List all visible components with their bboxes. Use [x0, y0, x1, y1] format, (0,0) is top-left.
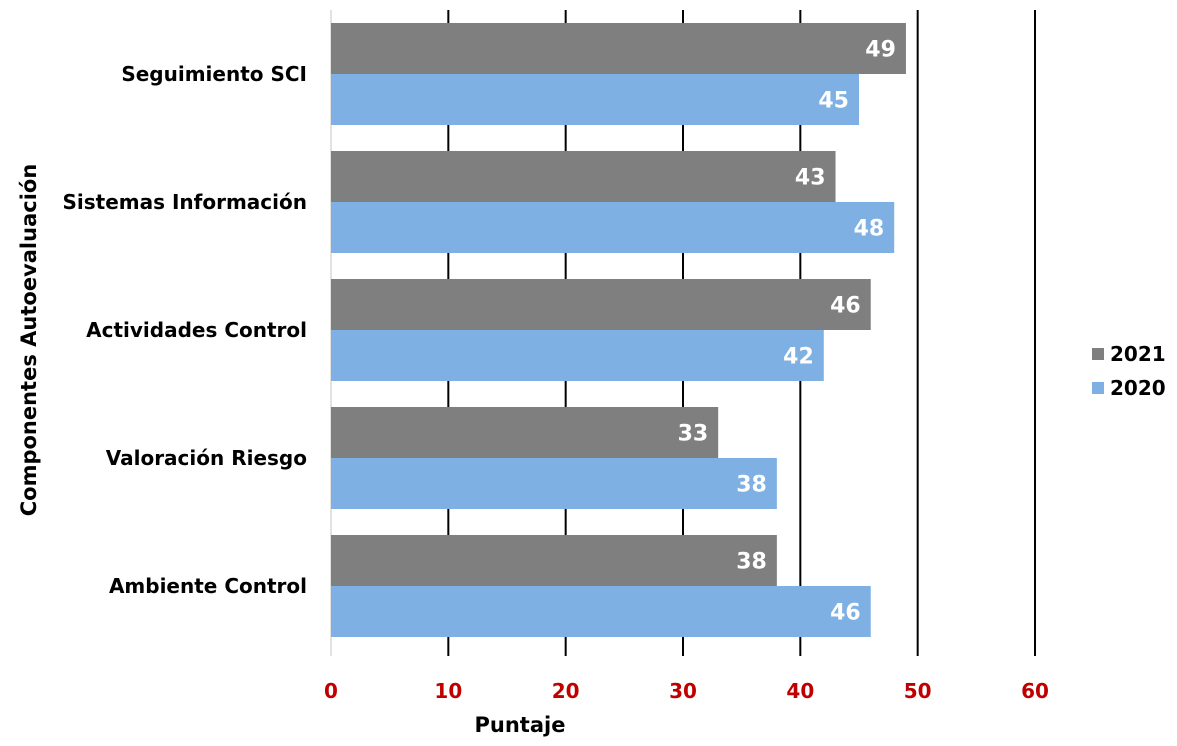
data-label-2021-1: 43 [795, 166, 826, 191]
bar-2021-2 [331, 279, 871, 330]
category-label-4: Ambiente Control [109, 574, 307, 598]
y-axis-title: Componentes Autoevaluación [17, 163, 41, 517]
x-tick-label-10: 10 [434, 679, 462, 703]
category-label-3: Valoración Riesgo [106, 446, 307, 470]
x-axis-title: Puntaje [474, 713, 566, 737]
bar-2021-0 [331, 23, 906, 74]
legend-item-2021: 2021 [1092, 342, 1166, 366]
data-label-2020-1: 48 [854, 217, 885, 242]
data-label-2020-0: 45 [818, 89, 849, 114]
data-label-2021-0: 49 [865, 38, 896, 63]
bar-2021-3 [331, 407, 719, 458]
x-tick-label-0: 0 [324, 679, 338, 703]
x-tick-label-40: 40 [786, 679, 814, 703]
category-label-0: Seguimiento SCI [121, 62, 307, 86]
bar-2020-1 [331, 202, 895, 253]
bar-2021-1 [331, 151, 836, 202]
data-label-2021-2: 46 [830, 294, 861, 319]
legend-label-2020: 2020 [1110, 376, 1166, 400]
legend-label-2021: 2021 [1110, 342, 1166, 366]
x-tick-label-50: 50 [904, 679, 932, 703]
data-label-2020-2: 42 [783, 345, 814, 370]
bar-2020-4 [331, 586, 871, 637]
x-tick-label-30: 30 [669, 679, 697, 703]
legend-item-2020: 2020 [1092, 376, 1166, 400]
bar-2020-3 [331, 458, 777, 509]
bar-2021-4 [331, 535, 777, 586]
x-tick-label-20: 20 [552, 679, 580, 703]
bar-2020-2 [331, 330, 824, 381]
bar-2020-0 [331, 74, 859, 125]
legend-swatch-2020 [1092, 382, 1104, 394]
category-label-1: Sistemas Información [62, 190, 307, 214]
legend: 2021 2020 [1092, 342, 1166, 410]
x-tick-label-60: 60 [1021, 679, 1049, 703]
data-label-2021-3: 33 [678, 422, 709, 447]
category-label-2: Actividades Control [86, 318, 307, 342]
data-label-2021-4: 38 [736, 550, 767, 575]
legend-swatch-2021 [1092, 348, 1104, 360]
data-label-2020-4: 46 [830, 601, 861, 626]
data-label-2020-3: 38 [736, 473, 767, 498]
